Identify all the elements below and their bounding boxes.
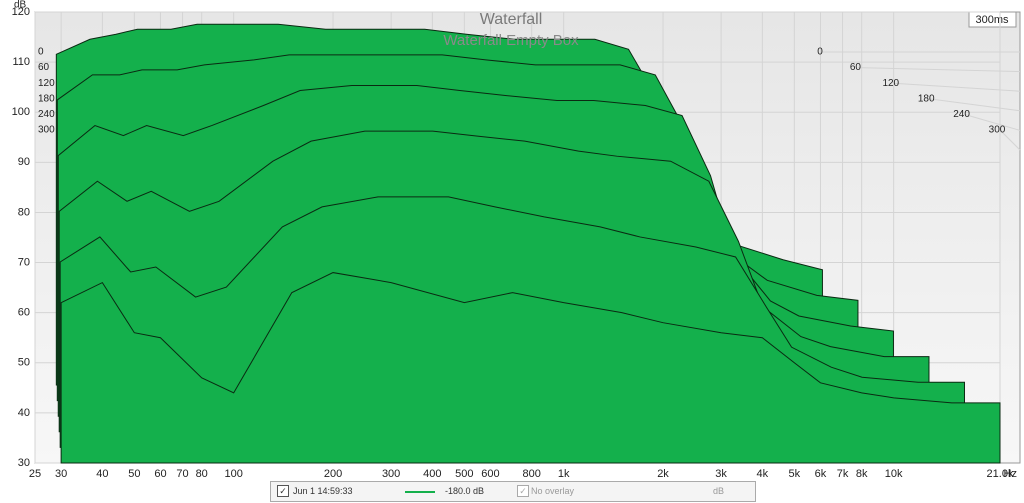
- y-tick-label: 80: [18, 206, 30, 218]
- z-tick-label: 0: [38, 47, 44, 58]
- x-tick-label: 100: [224, 468, 242, 478]
- depth-grid-line: [964, 113, 1021, 131]
- chart-title: Waterfall: [480, 11, 543, 28]
- y-unit: dB: [14, 0, 27, 11]
- legend-bar: ✓ Jun 1 14:59:33 -180.0 dB ✓ No overlay …: [270, 481, 756, 502]
- y-tick-label: 70: [18, 256, 30, 268]
- z-tick-label: 120: [38, 78, 55, 89]
- x-tick-label: 500: [455, 468, 473, 478]
- x-tick-label: 10k: [885, 468, 903, 478]
- depth-grid-line: [928, 98, 1021, 112]
- z-tick-label: 180: [918, 93, 935, 104]
- z-tick-label: 60: [38, 62, 50, 73]
- z-tick-label: 120: [882, 78, 899, 89]
- depth-grid-line: [893, 82, 1021, 92]
- x-tick-label: 60: [154, 468, 166, 478]
- y-tick-label: 30: [18, 457, 30, 469]
- x-tick-label: 2k: [657, 468, 669, 478]
- z-tick-label: 240: [953, 109, 970, 120]
- y-tick-label: 120: [12, 6, 30, 18]
- x-tick-label: 80: [196, 468, 208, 478]
- y-tick-label: 40: [18, 407, 30, 419]
- x-tick-label: 300: [382, 468, 400, 478]
- z-tick-label: 300: [989, 125, 1006, 136]
- x-tick-label: 800: [523, 468, 541, 478]
- x-tick-label: 200: [324, 468, 342, 478]
- x-tick-label: 21.0k: [987, 468, 1014, 478]
- x-tick-label: 6k: [815, 468, 827, 478]
- x-tick-label: 70: [176, 468, 188, 478]
- x-tick-label: 30: [55, 468, 67, 478]
- z-tick-label: 240: [38, 109, 55, 120]
- legend-level: -180.0 dB: [445, 486, 485, 496]
- x-tick-label: 1k: [558, 468, 570, 478]
- x-tick-label: 3k: [715, 468, 727, 478]
- x-tick-label: 400: [423, 468, 441, 478]
- legend-swatch: [405, 491, 435, 493]
- y-tick-label: 50: [18, 357, 30, 369]
- y-tick-label: 100: [12, 106, 30, 118]
- x-tick-label: 5k: [789, 468, 801, 478]
- x-tick-label: 4k: [757, 468, 769, 478]
- x-tick-label: 7k: [837, 468, 849, 478]
- z-tick-label: 0: [817, 47, 823, 58]
- overlay-toggle[interactable]: ✓: [517, 485, 529, 497]
- x-tick-label: 50: [128, 468, 140, 478]
- y-tick-label: 90: [18, 156, 30, 168]
- y-tick-label: 60: [18, 307, 30, 319]
- x-tick-label: 25: [29, 468, 41, 478]
- span-label: 300ms: [975, 14, 1009, 26]
- z-tick-label: 60: [850, 62, 862, 73]
- x-tick-label: 600: [481, 468, 499, 478]
- x-tick-label: 40: [96, 468, 108, 478]
- legend-overlay: No overlay: [531, 486, 575, 496]
- x-unit: Hz: [1004, 468, 1017, 478]
- z-tick-label: 180: [38, 93, 55, 104]
- overlay-checkbox[interactable]: ✓: [277, 485, 289, 497]
- waterfall-slice: [60, 272, 1001, 464]
- legend-unit: dB: [713, 486, 725, 496]
- depth-grid-line: [857, 67, 1021, 73]
- chart-subtitle: Waterfall Empty Box: [443, 32, 579, 49]
- y-tick-label: 110: [12, 56, 30, 68]
- depth-grid-line: [999, 129, 1021, 151]
- z-tick-label: 300: [38, 125, 55, 136]
- x-tick-label: 8k: [856, 468, 868, 478]
- legend-date: Jun 1 14:59:33: [293, 486, 353, 496]
